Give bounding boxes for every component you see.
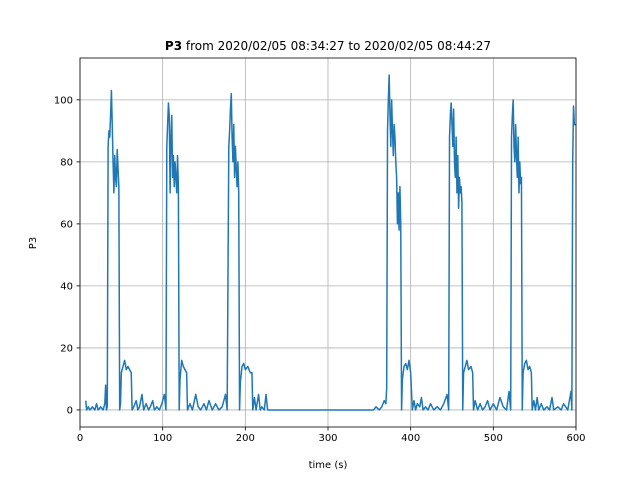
y-tick-label: 60 — [60, 219, 73, 230]
x-tick-label: 100 — [153, 433, 172, 444]
x-tick-label: 500 — [484, 433, 503, 444]
x-tick-label: 300 — [318, 433, 337, 444]
title-rest: from 2020/02/05 08:34:27 to 2020/02/05 0… — [186, 39, 491, 53]
y-tick-label: 0 — [67, 405, 73, 416]
x-tick-label: 0 — [77, 433, 83, 444]
y-tick-label: 20 — [60, 343, 73, 354]
y-tick-label: 40 — [60, 281, 73, 292]
x-tick-label: 200 — [236, 433, 255, 444]
y-tick-label: 100 — [54, 95, 73, 106]
title-bold: P3 — [165, 39, 182, 53]
y-tick-label: 80 — [60, 157, 73, 168]
x-tick-label: 600 — [566, 433, 585, 444]
y-axis-label: P3 — [28, 237, 39, 249]
data-line — [85, 74, 576, 411]
plot-frame — [79, 57, 577, 428]
chart-title: P3 from 2020/02/05 08:34:27 to 2020/02/0… — [165, 39, 491, 53]
x-axis-label: time (s) — [309, 460, 348, 471]
x-tick-label: 400 — [401, 433, 420, 444]
